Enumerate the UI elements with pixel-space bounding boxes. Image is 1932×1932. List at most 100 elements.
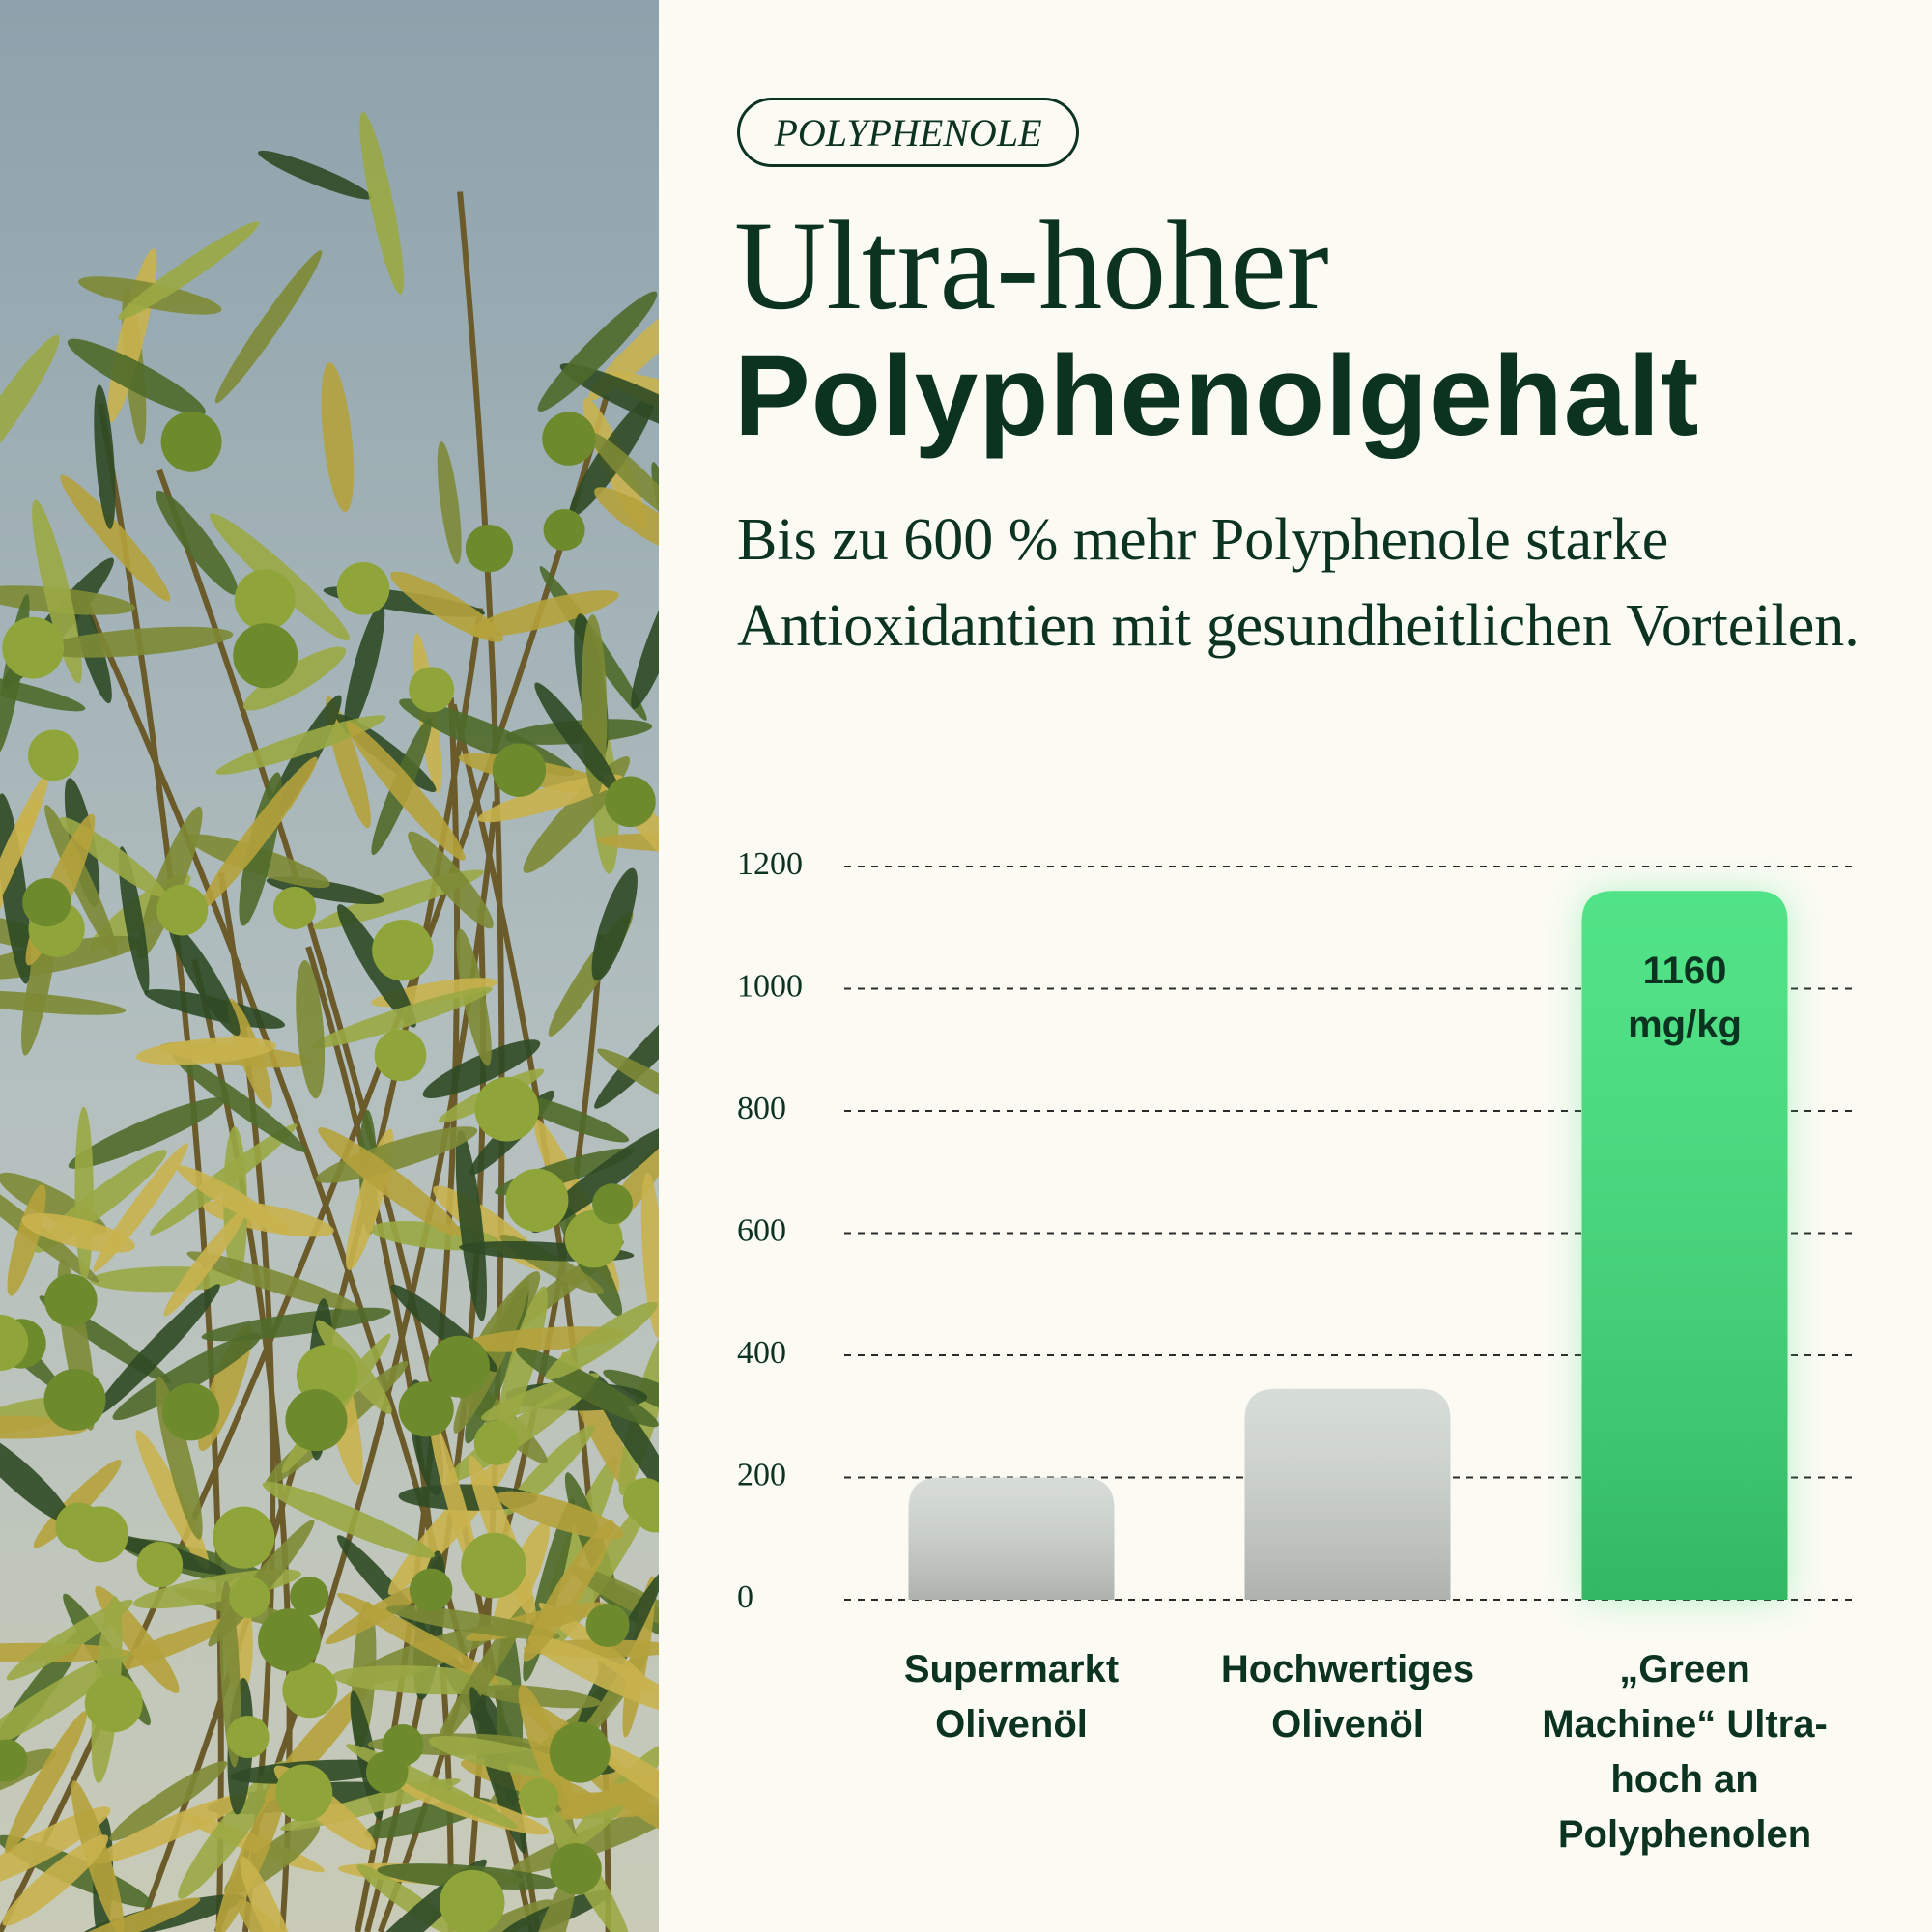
leaf <box>518 1685 576 1817</box>
leaf <box>588 432 659 524</box>
y-tick-label: 600 <box>737 1212 786 1248</box>
leaf <box>258 150 373 200</box>
leaf <box>569 1566 659 1634</box>
olive <box>585 1603 630 1647</box>
leaf <box>516 1871 577 1932</box>
olive <box>549 1721 611 1783</box>
leaf <box>94 384 116 529</box>
olive <box>592 1183 634 1225</box>
tag: POLYPHENOLE <box>737 98 1079 167</box>
leaf <box>640 1172 659 1338</box>
leaf <box>631 560 659 710</box>
olive <box>398 1381 454 1437</box>
leaf <box>453 1279 529 1434</box>
olive <box>161 1382 220 1441</box>
y-tick-label: 1200 <box>737 846 803 882</box>
leaf <box>93 1284 220 1418</box>
leaf <box>135 1037 276 1065</box>
leaf <box>0 772 50 936</box>
leaf <box>359 111 404 295</box>
olive <box>461 1532 526 1599</box>
olive <box>285 1389 348 1452</box>
leaf <box>398 1484 538 1511</box>
leaf <box>606 372 659 424</box>
leaf <box>2 1834 109 1926</box>
olive <box>275 1764 333 1822</box>
leaf <box>0 1806 111 1888</box>
leaf <box>523 1520 614 1662</box>
leaf <box>118 846 150 994</box>
y-tick-label: 200 <box>737 1457 786 1492</box>
leaf <box>44 804 118 956</box>
leaf <box>136 806 203 960</box>
leaf <box>94 1793 249 1864</box>
bar-shade <box>1244 1388 1451 1600</box>
y-tick-label: 0 <box>737 1579 753 1615</box>
olive <box>542 412 596 466</box>
leaf <box>0 675 86 712</box>
olive <box>492 743 547 797</box>
leaf <box>112 1332 262 1421</box>
leaf <box>455 1130 487 1321</box>
leaf <box>99 1617 237 1674</box>
leaf <box>0 793 31 984</box>
olive <box>564 1209 623 1268</box>
olive <box>258 1608 322 1672</box>
leaf <box>318 1127 462 1236</box>
x-tick-label: Supermarkt Olivenöl <box>903 1648 1120 1746</box>
olive <box>605 776 656 828</box>
leaf <box>403 1899 553 1932</box>
leaf <box>71 1780 125 1932</box>
olive <box>2 616 65 679</box>
leaf <box>215 715 386 775</box>
olive <box>428 1335 490 1398</box>
leaf <box>6 1599 133 1681</box>
leaf <box>594 487 659 556</box>
leaf <box>135 1430 210 1570</box>
olive <box>136 1541 184 1588</box>
olive <box>22 877 71 927</box>
leaf <box>437 441 462 565</box>
leaf <box>527 1635 659 1718</box>
olive <box>282 1662 338 1719</box>
olive <box>439 1869 505 1932</box>
leaf <box>109 1761 228 1841</box>
leaf <box>60 474 171 602</box>
olive <box>336 561 390 615</box>
olive <box>226 1716 270 1759</box>
leaf <box>214 250 323 404</box>
leaf <box>0 334 60 494</box>
leaf <box>178 1760 286 1899</box>
leaf <box>559 363 659 442</box>
olive <box>27 729 79 781</box>
leaf <box>311 986 493 1049</box>
olive <box>465 525 514 573</box>
leaf <box>537 291 658 412</box>
leaf <box>172 1054 307 1153</box>
leaf <box>186 1251 359 1311</box>
leaf <box>68 1097 225 1169</box>
leaf <box>150 1123 298 1236</box>
leaf <box>469 590 619 638</box>
leaf <box>0 1415 88 1439</box>
leaf <box>50 1897 201 1932</box>
leaf <box>321 362 355 512</box>
bar-shade <box>908 1477 1115 1600</box>
leaf <box>176 1165 291 1235</box>
leaf <box>296 960 326 1099</box>
leaf <box>0 935 143 980</box>
olive <box>84 1674 143 1733</box>
leaf <box>199 756 318 910</box>
olive <box>0 1739 28 1782</box>
leaf <box>163 1208 246 1317</box>
leaf <box>237 1899 319 1932</box>
leaf <box>534 682 620 795</box>
leaf <box>93 1143 188 1272</box>
value-label: 1160 mg/kg <box>1628 950 1742 1047</box>
leaf <box>67 338 206 415</box>
leaf <box>0 1430 71 1523</box>
leaf <box>42 626 234 658</box>
leaf <box>201 1307 391 1342</box>
olive <box>409 1568 453 1612</box>
olive <box>372 919 434 981</box>
